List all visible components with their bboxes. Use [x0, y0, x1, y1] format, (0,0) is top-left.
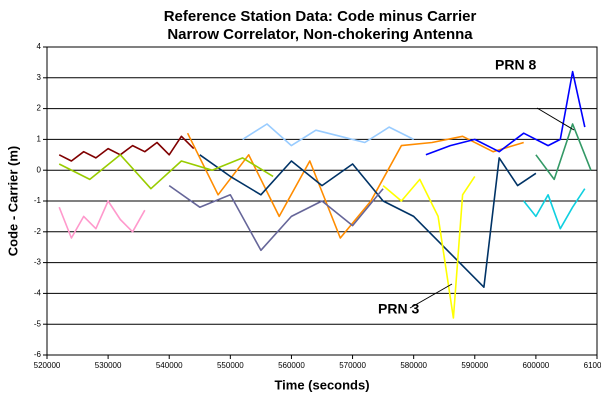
series-line — [242, 123, 415, 147]
x-tick-label: 550000 — [217, 361, 244, 370]
x-tick-label: 540000 — [156, 361, 183, 370]
annotation-arrow — [409, 283, 453, 309]
y-tick-label: -2 — [34, 227, 42, 236]
x-tick-label: 610000 — [584, 361, 601, 370]
series-line — [58, 200, 146, 239]
series-line — [382, 175, 476, 319]
x-tick-label: 530000 — [95, 361, 122, 370]
annotation: PRN 3 — [378, 301, 419, 317]
y-tick-label: 0 — [37, 165, 42, 174]
y-tick-label: -3 — [34, 258, 42, 267]
plot-frame — [46, 46, 598, 356]
x-tick-label: 520000 — [34, 361, 61, 370]
series-line — [199, 154, 537, 288]
x-tick-label: 600000 — [523, 361, 550, 370]
series-line — [523, 188, 586, 230]
series-line — [186, 132, 524, 239]
chart-title: Reference Station Data: Code minus Carri… — [164, 8, 477, 25]
y-tick-label: -1 — [34, 196, 42, 205]
x-tick-label: 560000 — [278, 361, 305, 370]
y-tick-label: 2 — [37, 104, 42, 113]
plot-lines — [58, 70, 592, 319]
series-line — [425, 70, 586, 156]
chart-title: Narrow Correlator, Non-chokering Antenna — [167, 26, 473, 43]
y-axis-label: Code - Carrier (m) — [5, 146, 20, 257]
series-line — [58, 154, 274, 190]
y-tick-label: -4 — [34, 289, 42, 298]
annotation-arrow — [536, 107, 575, 131]
x-tick-label: 570000 — [339, 361, 366, 370]
series-line — [58, 135, 195, 162]
annotation: PRN 8 — [495, 57, 536, 73]
series-line — [535, 123, 592, 181]
y-tick-label: 3 — [37, 73, 42, 82]
grid — [43, 46, 598, 359]
series-line — [168, 184, 384, 252]
y-tick-label: 4 — [37, 42, 42, 51]
y-tick-label: 1 — [37, 135, 42, 144]
x-tick-label: 580000 — [400, 361, 427, 370]
y-tick-label: -6 — [34, 350, 42, 359]
x-tick-label: 590000 — [461, 361, 488, 370]
x-axis-label: Time (seconds) — [274, 377, 369, 392]
y-tick-label: -5 — [34, 319, 42, 328]
